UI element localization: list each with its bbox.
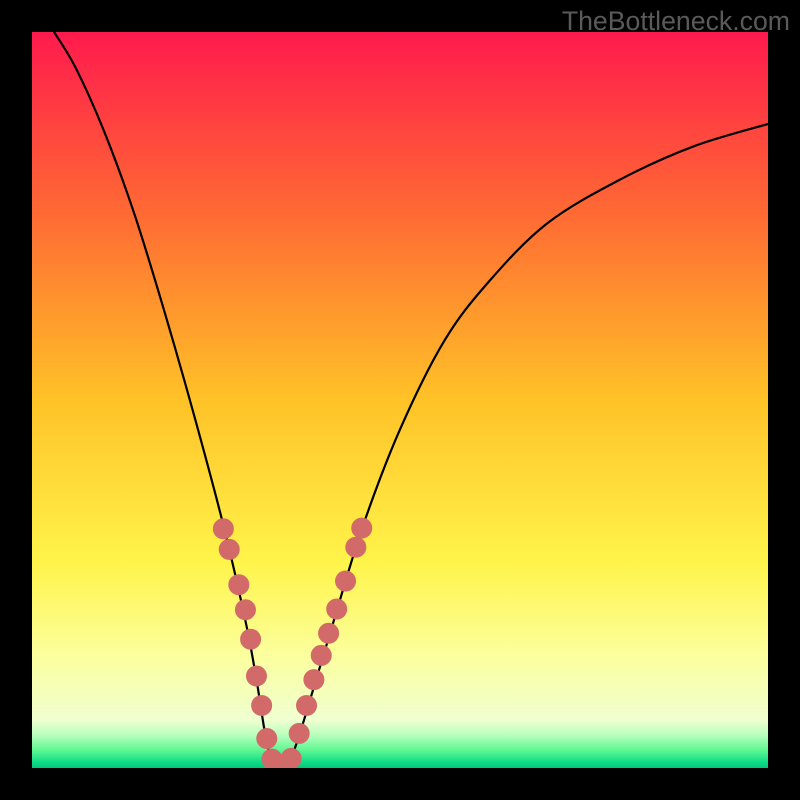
- gradient-background: [32, 32, 768, 768]
- data-marker: [213, 519, 233, 539]
- data-marker: [327, 599, 347, 619]
- data-marker: [219, 539, 239, 559]
- data-marker: [241, 629, 261, 649]
- data-marker: [346, 537, 366, 557]
- data-marker: [281, 748, 301, 768]
- plot-area: [32, 32, 768, 768]
- data-marker: [297, 695, 317, 715]
- data-marker: [229, 575, 249, 595]
- data-marker: [289, 723, 309, 743]
- chart-svg: [32, 32, 768, 768]
- data-marker: [304, 670, 324, 690]
- data-marker: [311, 645, 331, 665]
- data-marker: [252, 695, 272, 715]
- data-marker: [235, 600, 255, 620]
- data-marker: [246, 666, 266, 686]
- data-marker: [352, 518, 372, 538]
- data-marker: [319, 623, 339, 643]
- data-marker: [336, 571, 356, 591]
- data-marker: [257, 729, 277, 749]
- chart-frame: TheBottleneck.com: [0, 0, 800, 800]
